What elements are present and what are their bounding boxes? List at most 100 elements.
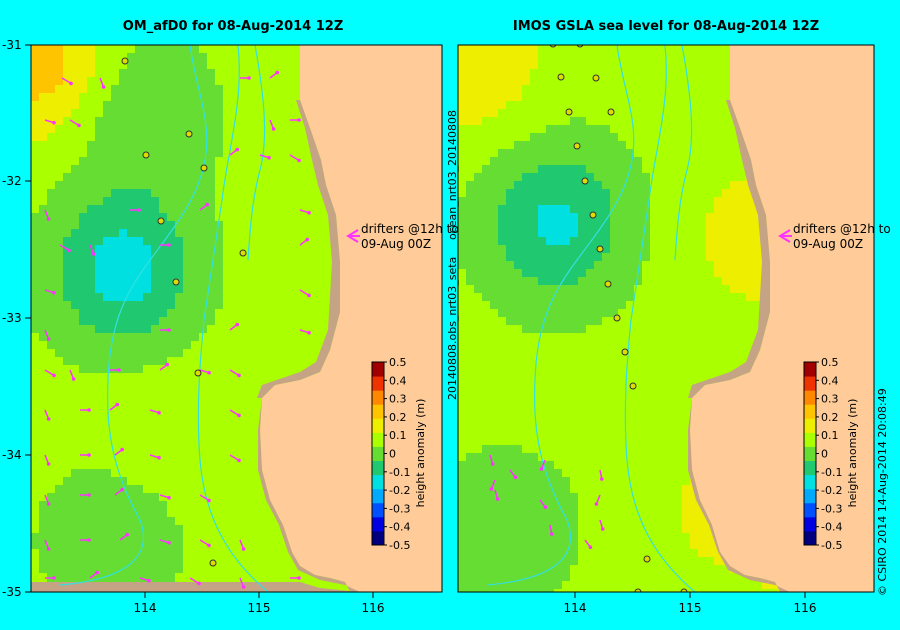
anomaly-cell (514, 109, 523, 118)
anomaly-cell (143, 525, 152, 534)
anomaly-cell (570, 165, 579, 174)
left-colorbar: 0.50.40.30.20.10-0.1-0.2-0.3-0.4-0.5 (371, 356, 410, 552)
anomaly-cell (207, 165, 216, 174)
anomaly-cell (538, 157, 547, 166)
anomaly-cell (31, 389, 40, 398)
anomaly-cell (706, 45, 715, 54)
anomaly-cell (311, 277, 320, 286)
anomaly-cell (506, 85, 515, 94)
anomaly-cell (674, 109, 683, 118)
anomaly-cell (79, 45, 88, 54)
anomaly-cell (490, 165, 499, 174)
anomaly-cell (458, 149, 467, 158)
anomaly-cell (31, 197, 40, 206)
anomaly-cell (183, 557, 192, 566)
anomaly-cell (47, 437, 56, 446)
anomaly-cell (71, 421, 80, 430)
anomaly-cell (127, 477, 136, 486)
anomaly-cell (191, 53, 200, 62)
anomaly-cell (151, 149, 160, 158)
anomaly-cell (722, 205, 731, 214)
anomaly-cell (95, 517, 104, 526)
anomaly-cell (215, 485, 224, 494)
anomaly-cell (63, 149, 72, 158)
anomaly-cell (87, 149, 96, 158)
anomaly-cell (71, 141, 80, 150)
anomaly-cell (626, 157, 635, 166)
anomaly-cell (682, 165, 691, 174)
anomaly-cell (634, 165, 643, 174)
anomaly-cell (311, 261, 320, 270)
anomaly-cell (151, 493, 160, 502)
drifter-arrow-head (247, 76, 251, 80)
anomaly-cell (538, 93, 547, 102)
anomaly-cell (103, 453, 112, 462)
anomaly-cell (55, 133, 64, 142)
anomaly-cell (271, 133, 280, 142)
anomaly-cell (706, 213, 715, 222)
anomaly-cell (554, 141, 563, 150)
anomaly-cell (199, 541, 208, 550)
anomaly-cell (239, 309, 248, 318)
anomaly-cell (79, 485, 88, 494)
anomaly-cell (215, 325, 224, 334)
anomaly-cell (159, 317, 168, 326)
anomaly-cell (103, 245, 112, 254)
anomaly-cell (554, 77, 563, 86)
anomaly-cell (546, 197, 555, 206)
anomaly-cell (71, 453, 80, 462)
anomaly-cell (71, 285, 80, 294)
anomaly-cell (754, 221, 763, 230)
anomaly-cell (586, 173, 595, 182)
anomaly-cell (554, 189, 563, 198)
anomaly-cell (570, 93, 579, 102)
anomaly-cell (295, 173, 304, 182)
anomaly-cell (119, 549, 128, 558)
anomaly-cell (271, 269, 280, 278)
anomaly-cell (143, 501, 152, 510)
anomaly-cell (239, 285, 248, 294)
anomaly-cell (167, 269, 176, 278)
anomaly-cell (698, 45, 707, 54)
anomaly-cell (239, 277, 248, 286)
anomaly-cell (87, 117, 96, 126)
anomaly-cell (722, 133, 731, 142)
anomaly-cell (175, 453, 184, 462)
anomaly-cell (159, 221, 168, 230)
anomaly-cell (207, 549, 216, 558)
anomaly-cell (223, 437, 232, 446)
anomaly-cell (135, 133, 144, 142)
anomaly-cell (738, 157, 747, 166)
anomaly-cell (111, 149, 120, 158)
anomaly-cell (95, 485, 104, 494)
anomaly-cell (127, 93, 136, 102)
anomaly-cell (738, 205, 747, 214)
anomaly-cell (151, 349, 160, 358)
anomaly-cell (159, 149, 168, 158)
anomaly-cell (514, 157, 523, 166)
anomaly-cell (303, 253, 312, 262)
anomaly-cell (271, 549, 280, 558)
anomaly-cell (159, 125, 168, 134)
anomaly-cell (506, 61, 515, 70)
anomaly-cell (279, 93, 288, 102)
anomaly-cell (207, 573, 216, 582)
anomaly-cell (183, 117, 192, 126)
anomaly-cell (666, 157, 675, 166)
anomaly-cell (79, 509, 88, 518)
anomaly-cell (586, 45, 595, 54)
anomaly-cell (714, 85, 723, 94)
anomaly-cell (183, 549, 192, 558)
anomaly-cell (79, 557, 88, 566)
anomaly-cell (658, 101, 667, 110)
anomaly-cell (255, 341, 264, 350)
anomaly-cell (658, 53, 667, 62)
anomaly-cell (39, 333, 48, 342)
anomaly-cell (135, 69, 144, 78)
anomaly-cell (327, 253, 336, 262)
anomaly-cell (666, 125, 675, 134)
anomaly-cell (626, 133, 635, 142)
anomaly-cell (319, 253, 328, 262)
anomaly-cell (706, 117, 715, 126)
anomaly-cell (47, 285, 56, 294)
